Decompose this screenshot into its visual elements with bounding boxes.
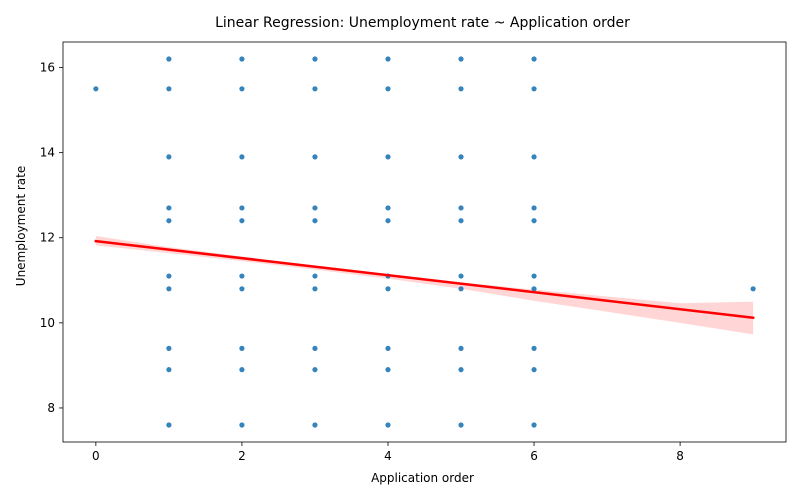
data-point [312, 345, 318, 351]
data-point [166, 422, 172, 428]
data-point [166, 367, 172, 373]
data-point [458, 205, 464, 211]
data-point [385, 56, 391, 62]
y-tick-label: 14 [40, 146, 55, 160]
axes-frame [62, 41, 787, 443]
data-point [312, 367, 318, 373]
data-point [239, 86, 245, 92]
data-point [385, 286, 391, 292]
data-point [385, 86, 391, 92]
y-tick-label: 16 [40, 61, 55, 75]
data-point [166, 154, 172, 160]
x-axis-label: Application order [371, 471, 474, 485]
data-point [458, 422, 464, 428]
data-point [458, 345, 464, 351]
regression-line [94, 239, 755, 320]
data-point [458, 154, 464, 160]
data-point [239, 367, 245, 373]
x-tick-label: 2 [238, 449, 246, 463]
data-point [93, 86, 99, 92]
chart-title: Linear Regression: Unemployment rate ~ A… [215, 15, 630, 31]
data-point [166, 273, 172, 279]
data-point [458, 56, 464, 62]
data-point [239, 422, 245, 428]
y-tick-label: 12 [40, 231, 55, 245]
data-point [385, 367, 391, 373]
data-point [166, 218, 172, 224]
data-point [750, 286, 756, 292]
data-point [531, 56, 537, 62]
data-point [166, 286, 172, 292]
data-point [312, 56, 318, 62]
data-point [312, 218, 318, 224]
y-axis-label: Unemployment rate [14, 166, 28, 286]
data-point [531, 205, 537, 211]
data-point [531, 154, 537, 160]
data-point [458, 86, 464, 92]
data-point [239, 345, 245, 351]
y-tick-label: 8 [47, 401, 55, 415]
data-point [166, 345, 172, 351]
data-point [385, 205, 391, 211]
data-point [458, 273, 464, 279]
data-point [239, 205, 245, 211]
data-point [312, 205, 318, 211]
data-point [531, 286, 537, 292]
data-point [312, 86, 318, 92]
data-point [166, 86, 172, 92]
x-tick-label: 8 [676, 449, 684, 463]
data-point [458, 286, 464, 292]
data-point [166, 56, 172, 62]
data-point [458, 367, 464, 373]
data-point [239, 218, 245, 224]
data-point [531, 422, 537, 428]
data-point [385, 422, 391, 428]
data-point [239, 286, 245, 292]
x-tick-label: 0 [92, 449, 100, 463]
data-point [531, 273, 537, 279]
x-tick-label: 4 [384, 449, 392, 463]
x-tick-label: 6 [530, 449, 538, 463]
data-point [312, 273, 318, 279]
data-point [312, 422, 318, 428]
data-point [239, 273, 245, 279]
data-point [385, 218, 391, 224]
data-point [239, 56, 245, 62]
data-point [312, 154, 318, 160]
data-point [458, 218, 464, 224]
data-point [166, 205, 172, 211]
data-point [385, 345, 391, 351]
data-point [312, 286, 318, 292]
data-point [385, 154, 391, 160]
data-point [531, 86, 537, 92]
data-point [531, 218, 537, 224]
data-point [531, 345, 537, 351]
data-point [239, 154, 245, 160]
y-tick-label: 10 [40, 316, 55, 330]
plot-area [62, 41, 787, 443]
data-point [531, 367, 537, 373]
